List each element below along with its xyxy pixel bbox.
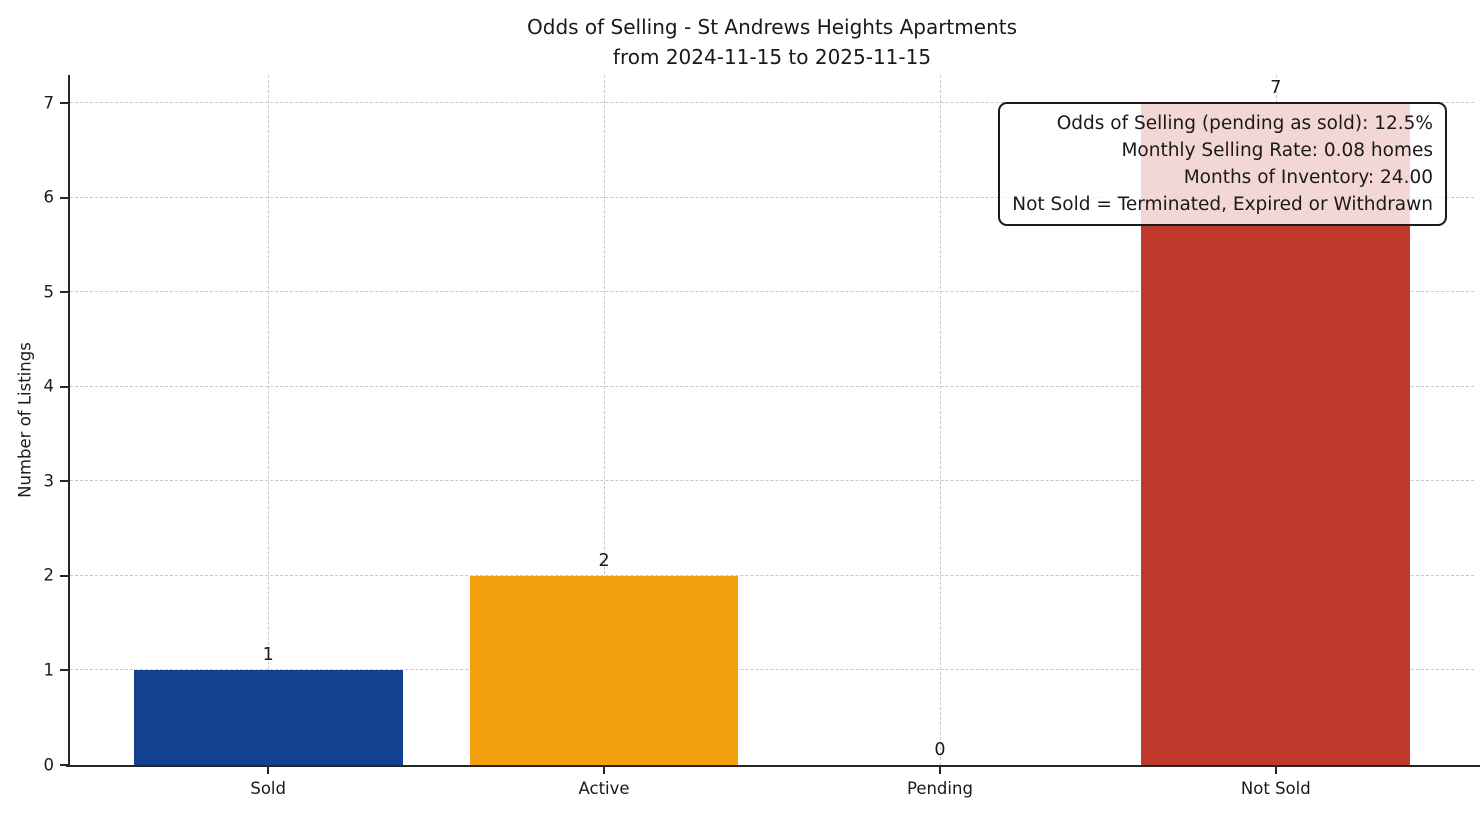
gridline-horizontal: [70, 669, 1474, 671]
y-tick-label: 2: [43, 565, 55, 585]
y-tick-label: 7: [43, 93, 55, 113]
y-tick-mark: [60, 669, 68, 672]
gridline-vertical: [268, 75, 270, 765]
y-tick-mark: [60, 291, 68, 294]
x-tick-label-pending: Pending: [906, 779, 973, 798]
y-tick-mark: [60, 385, 68, 388]
chart-title-line1: Odds of Selling - St Andrews Heights Apa…: [527, 15, 1017, 39]
x-tick-label-sold: Sold: [250, 779, 286, 798]
x-tick-mark: [938, 767, 941, 774]
bar-value-label-not-sold: 7: [1270, 78, 1282, 99]
chart-title: Odds of Selling - St Andrews Heights Apa…: [70, 12, 1474, 72]
x-tick-mark: [603, 767, 606, 774]
bar-value-label-sold: 1: [262, 645, 274, 666]
x-tick-label-active: Active: [578, 779, 630, 798]
y-tick-mark: [60, 574, 68, 577]
y-tick-label: 5: [43, 282, 55, 302]
gridline-horizontal: [70, 480, 1474, 482]
y-tick-mark: [60, 196, 68, 199]
bar-value-label-active: 2: [598, 550, 610, 571]
annotation-line-3: Months of Inventory: 24.00: [1183, 167, 1433, 188]
x-axis-spine: [66, 764, 1480, 767]
gridline-horizontal: [70, 102, 1474, 104]
x-tick-label-not-sold: Not Sold: [1240, 779, 1311, 798]
annotation-line-1: Odds of Selling (pending as sold): 12.5%: [1056, 113, 1433, 134]
y-tick-label: 6: [43, 187, 55, 207]
annotation-line-2: Monthly Selling Rate: 0.08 homes: [1121, 140, 1433, 161]
gridline-horizontal: [70, 291, 1474, 293]
bar-active: [469, 575, 739, 765]
y-axis-label: Number of Listings: [15, 342, 35, 498]
chart-title-line2: from 2024-11-15 to 2025-11-15: [612, 45, 932, 69]
y-tick-label: 0: [43, 754, 55, 774]
gridline-horizontal: [70, 196, 1474, 198]
bar-sold: [133, 670, 403, 765]
y-tick-label: 4: [43, 376, 55, 396]
x-tick-mark: [1274, 767, 1277, 774]
gridline-vertical: [939, 75, 941, 765]
annotation-box: Odds of Selling (pending as sold): 12.5%…: [998, 102, 1447, 226]
gridline-vertical: [604, 75, 606, 765]
gridline-horizontal: [70, 385, 1474, 387]
y-tick-mark: [60, 480, 68, 483]
bar-value-label-pending: 0: [934, 740, 946, 760]
y-axis-spine: [68, 75, 70, 765]
annotation-line-4: Not Sold = Terminated, Expired or Withdr…: [1012, 194, 1433, 215]
plot-area: Odds of Selling (pending as sold): 12.5%…: [44, 75, 1480, 798]
gridline-horizontal: [70, 574, 1474, 576]
x-tick-mark: [267, 767, 270, 774]
y-tick-mark: [60, 102, 68, 105]
y-tick-mark: [60, 764, 68, 766]
y-tick-label: 3: [43, 471, 55, 491]
y-tick-label: 1: [43, 660, 55, 680]
